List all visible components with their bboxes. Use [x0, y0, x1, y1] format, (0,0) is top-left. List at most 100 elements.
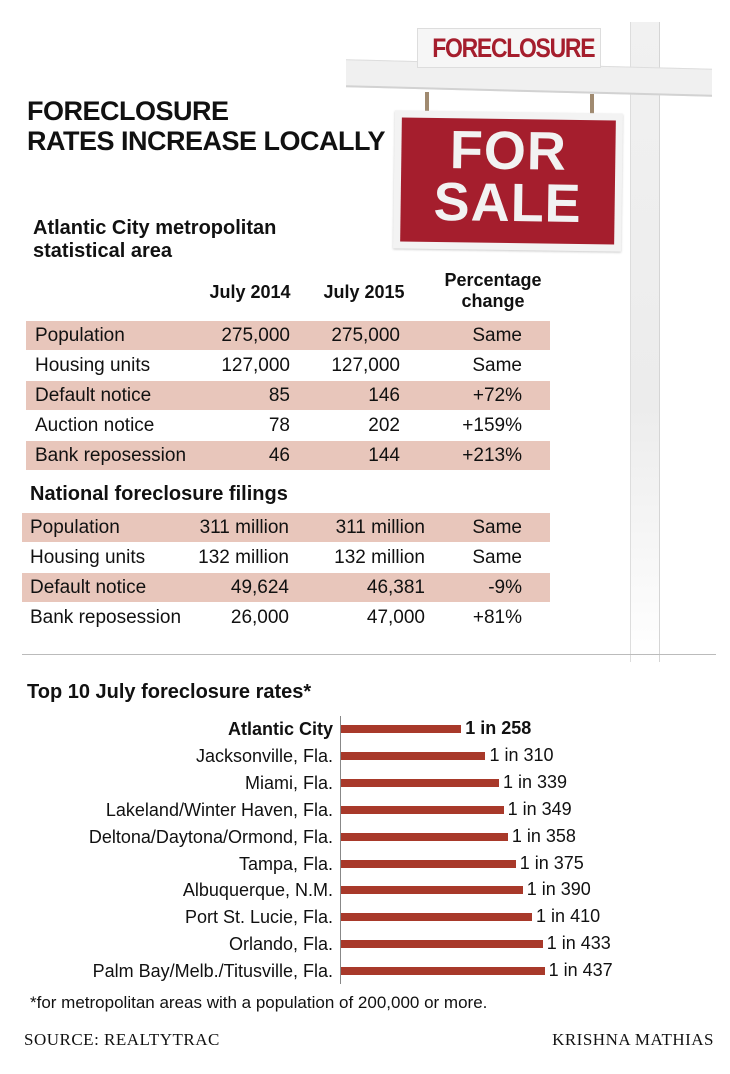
chart-axis: [340, 716, 341, 984]
data-label: 1 in 310: [489, 744, 554, 765]
row-label: Housing units: [30, 547, 146, 568]
sign-board: FOR SALE: [393, 110, 623, 252]
bar: [341, 805, 504, 814]
bar: [341, 778, 499, 787]
data-label: 1 in 390: [526, 879, 591, 900]
rider-text: FORECLOSURE: [432, 33, 595, 63]
value-change: +72%: [472, 385, 522, 406]
category-label: Tampa, Fla.: [238, 853, 333, 874]
row-label: Bank reposession: [35, 445, 187, 466]
row-label: Default notice: [30, 577, 147, 598]
value-2015: 144: [368, 445, 400, 466]
sign-for-text: FOR: [449, 120, 568, 182]
bar: [341, 940, 543, 949]
category-label: Albuquerque, N.M.: [182, 880, 333, 901]
value-change: Same: [472, 547, 522, 568]
value-2015: 47,000: [366, 607, 425, 628]
table-row: Bank reposession 46 144 +213%: [26, 441, 550, 470]
row-label: Bank reposession: [30, 607, 182, 628]
national-heading: National foreclosure filings: [30, 483, 288, 505]
title-line-2: RATES INCREASE LOCALLY: [27, 126, 386, 156]
bar: [341, 751, 486, 760]
category-label: Jacksonville, Fla.: [195, 745, 333, 766]
col-header-change: Percentage change: [428, 270, 558, 312]
bar: [341, 832, 508, 841]
sign-sale-text: SALE: [433, 171, 583, 235]
col-header-2014: July 2014: [209, 282, 291, 302]
table-row: Population 275,000 275,000 Same: [26, 321, 550, 350]
category-label: Port St. Lucie, Fla.: [184, 907, 333, 928]
value-2014: 275,000: [221, 325, 290, 346]
row-label: Population: [30, 517, 120, 538]
chain-right: [590, 94, 594, 114]
title-line-1: FORECLOSURE: [27, 96, 229, 126]
row-label: Housing units: [35, 355, 151, 376]
data-label: 1 in 410: [536, 906, 601, 927]
value-2014: 311 million: [199, 517, 289, 538]
table-row: Auction notice 78 202 +159%: [26, 411, 550, 440]
value-change: -9%: [488, 577, 522, 598]
table-row: Housing units 132 million 132 million Same: [22, 543, 550, 572]
source: SOURCE: REALTYTRAC: [24, 1030, 220, 1049]
row-label: Default notice: [35, 385, 152, 406]
value-2015: 146: [368, 385, 400, 406]
value-2014: 127,000: [221, 355, 290, 376]
value-change: Same: [472, 517, 522, 538]
value-2015: 275,000: [331, 325, 400, 346]
col-header-change-line-1: Percentage: [444, 270, 542, 290]
local-heading-line-2: statistical area: [33, 240, 172, 262]
category-label: Orlando, Fla.: [228, 934, 333, 955]
value-2014: 26,000: [230, 607, 289, 628]
value-change: Same: [472, 355, 522, 376]
category-label: Palm Bay/Melb./Titusville, Fla.: [92, 961, 333, 982]
col-header-change-line-2: change: [461, 291, 525, 311]
data-label: 1 in 258: [465, 718, 532, 738]
data-label: 1 in 339: [502, 771, 568, 792]
value-2015: 46,381: [366, 577, 425, 598]
bar: [341, 913, 533, 922]
value-change: +159%: [462, 415, 522, 436]
data-label: 1 in 433: [546, 933, 611, 954]
value-change: +213%: [462, 445, 522, 466]
sign-post: [630, 22, 660, 662]
data-label: 1 in 375: [519, 852, 584, 873]
category-label: Miami, Fla.: [244, 772, 333, 793]
local-heading-line-1: Atlantic City metropolitan: [33, 217, 277, 239]
table-row: Housing units 127,000 127,000 Same: [26, 351, 550, 380]
data-label: 1 in 437: [548, 960, 613, 981]
bar: [341, 886, 523, 895]
table-row: Population 311 million 311 million Same: [22, 513, 550, 542]
chart-title: Top 10 July foreclosure rates*: [27, 681, 312, 703]
credit: KRISHNA MATHIAS: [552, 1030, 714, 1049]
local-heading: Atlantic City metropolitan statistical a…: [33, 217, 276, 263]
value-2014: 49,624: [230, 577, 289, 598]
bar: [341, 859, 516, 868]
row-label: Population: [35, 325, 125, 346]
value-2014: 85: [268, 385, 290, 406]
category-label: Lakeland/Winter Haven, Fla.: [105, 799, 333, 820]
bar: [341, 725, 462, 733]
divider: [22, 654, 716, 655]
value-2014: 132 million: [198, 547, 289, 568]
value-change: Same: [472, 325, 522, 346]
value-2015: 202: [368, 415, 400, 436]
value-2015: 127,000: [331, 355, 400, 376]
value-change: +81%: [472, 607, 522, 628]
sign-rider: FORECLOSURE: [417, 28, 601, 68]
data-label: 1 in 349: [507, 798, 572, 819]
value-2015: 311 million: [335, 517, 425, 538]
value-2015: 132 million: [334, 547, 425, 568]
table-row: Default notice 49,624 46,381 -9%: [22, 573, 550, 602]
category-label: Deltona/Daytona/Ormond, Fla.: [88, 826, 333, 847]
chain-left: [425, 92, 429, 112]
value-2014: 78: [268, 415, 290, 436]
page-title: FORECLOSURE RATES INCREASE LOCALLY: [27, 96, 386, 156]
col-header-2015: July 2015: [323, 282, 405, 302]
value-2014: 46: [268, 445, 290, 466]
footnote: *for metropolitan areas with a populatio…: [30, 993, 488, 1012]
category-label: Atlantic City: [227, 719, 333, 739]
table-row: Bank reposession 26,000 47,000 +81%: [22, 603, 550, 632]
table-row: Default notice 85 146 +72%: [26, 381, 550, 410]
data-label: 1 in 358: [511, 825, 576, 846]
bar: [341, 967, 545, 976]
